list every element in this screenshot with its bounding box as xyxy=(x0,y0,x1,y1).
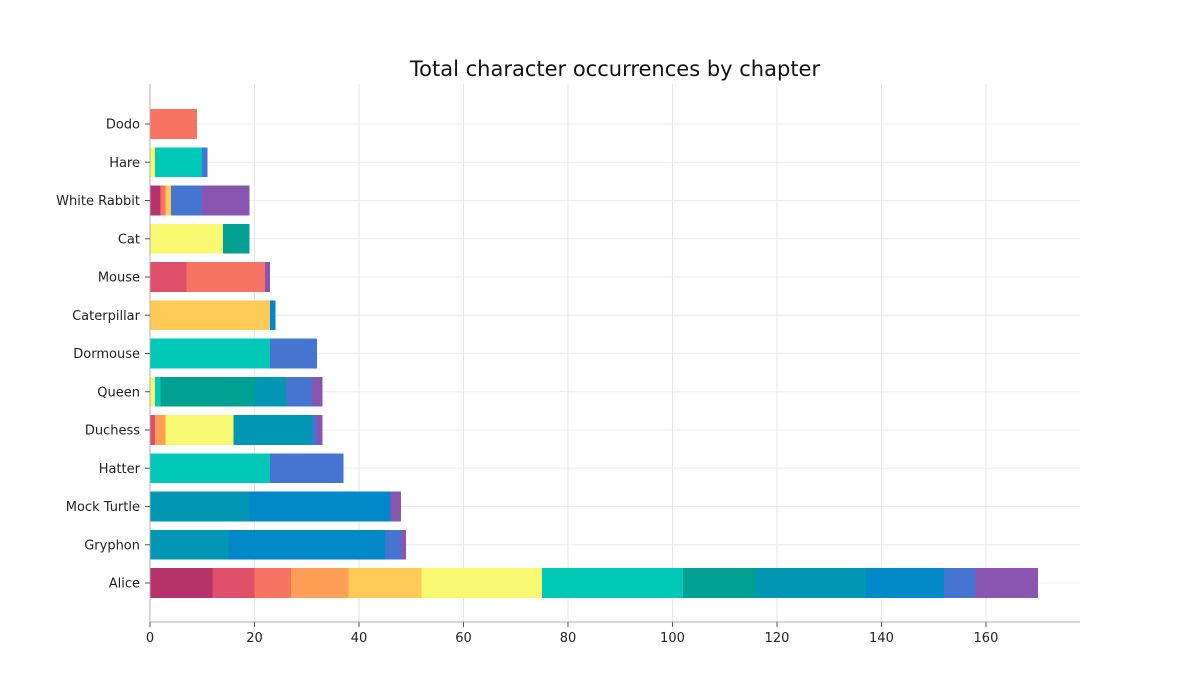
bar-segment-queen-6 xyxy=(150,376,156,407)
x-tick-label-6: 120 xyxy=(765,631,790,646)
bar-segment-gryphon-12 xyxy=(400,529,407,560)
x-tick-label-8: 160 xyxy=(974,631,999,646)
y-tick-label-cat: Cat xyxy=(118,232,140,247)
bar-segment-hare-7 xyxy=(155,147,203,178)
y-axis-ticks: Alice Gryphon Mock Turtle Hatter Duchess Quee… xyxy=(56,118,150,592)
bars xyxy=(150,109,1039,598)
bar-segment-queen-9 xyxy=(254,376,286,407)
bar-segment-gryphon-10 xyxy=(228,529,386,560)
bar-segment-queen-12 xyxy=(311,376,323,407)
y-tick-label-white-rabbit: White Rabbit xyxy=(56,194,140,209)
bar-segment-mouse-3 xyxy=(186,262,265,292)
bar-segment-alice-7 xyxy=(541,568,683,598)
bar-segment-hatter-7 xyxy=(150,453,271,484)
y-tick-label-hare: Hare xyxy=(109,156,140,171)
bar-segment-mouse-2 xyxy=(150,262,187,292)
bar-segment-duchess-9 xyxy=(233,415,312,445)
y-tick-label-dormouse: Dormouse xyxy=(73,347,140,362)
y-tick-label-hatter: Hatter xyxy=(99,462,141,477)
bar-segment-dormouse-7 xyxy=(150,338,271,369)
x-tick-label-2: 40 xyxy=(351,631,368,646)
bar-segment-alice-6 xyxy=(421,568,542,598)
bar-segment-queen-11 xyxy=(285,376,312,407)
bar-segment-caterpillar-10 xyxy=(270,300,276,331)
x-tick-label-4: 80 xyxy=(560,631,577,646)
bar-segment-duchess-6 xyxy=(165,415,234,445)
x-tick-label-1: 20 xyxy=(246,631,263,646)
bar-segment-white-rabbit-3 xyxy=(160,185,166,216)
chart-title: Total character occurrences by chapter xyxy=(409,57,821,81)
x-tick-label-5: 100 xyxy=(660,631,685,646)
bar-segment-gryphon-9 xyxy=(150,529,229,560)
bar-segment-caterpillar-5 xyxy=(150,300,271,331)
y-tick-label-caterpillar: Caterpillar xyxy=(72,309,141,324)
bar-segment-alice-2 xyxy=(212,568,255,598)
bar-segment-alice-4 xyxy=(291,568,349,598)
bar-segment-queen-8 xyxy=(160,376,255,407)
bar-segment-white-rabbit-1 xyxy=(150,185,161,216)
bar-segment-dormouse-11 xyxy=(270,338,318,369)
y-tick-label-mock-turtle: Mock Turtle xyxy=(66,500,140,515)
y-tick-label-dodo: Dodo xyxy=(106,118,140,133)
bar-segment-white-rabbit-5 xyxy=(165,185,171,216)
bar-segment-duchess-4 xyxy=(155,415,166,445)
bar-segment-hatter-11 xyxy=(270,453,344,484)
x-tick-label-7: 140 xyxy=(869,631,894,646)
bar-segment-cat-6 xyxy=(150,223,224,254)
y-tick-label-alice: Alice xyxy=(109,577,140,592)
bar-segment-alice-1 xyxy=(150,568,213,598)
bar-segment-alice-5 xyxy=(348,568,422,598)
bar-segment-alice-9 xyxy=(756,568,866,598)
bar-segment-alice-10 xyxy=(865,568,945,598)
y-tick-label-gryphon: Gryphon xyxy=(84,538,140,553)
bar-segment-mock-turtle-10 xyxy=(249,491,391,522)
bar-segment-alice-11 xyxy=(944,568,976,598)
x-axis-ticks: 0 20 40 60 80 100 120 140 160 xyxy=(146,622,999,646)
y-tick-label-duchess: Duchess xyxy=(85,424,140,439)
bar-segment-gryphon-11 xyxy=(385,529,401,560)
bar-segment-hare-11 xyxy=(202,147,208,178)
bar-segment-alice-12 xyxy=(975,568,1039,598)
bar-segment-hare-6 xyxy=(150,147,156,178)
bar-segment-duchess-2 xyxy=(150,415,156,445)
bar-segment-white-rabbit-12 xyxy=(202,185,250,216)
x-tick-label-3: 60 xyxy=(455,631,472,646)
x-tick-label-0: 0 xyxy=(146,631,154,646)
y-tick-label-mouse: Mouse xyxy=(98,271,140,286)
bar-segment-mouse-12 xyxy=(264,262,271,292)
y-tick-label-queen: Queen xyxy=(97,385,140,400)
bar-segment-alice-3 xyxy=(254,568,292,598)
bar-segment-mock-turtle-12 xyxy=(390,491,401,522)
bar-segment-dodo-3 xyxy=(150,109,198,139)
bar-segment-alice-8 xyxy=(682,568,757,598)
bar-segment-white-rabbit-11 xyxy=(170,185,203,216)
bar-segment-queen-7 xyxy=(155,376,161,407)
bar-segment-duchess-12 xyxy=(317,415,323,445)
bar-segment-duchess-11 xyxy=(311,415,318,445)
bar-segment-cat-8 xyxy=(223,223,250,254)
bar-segment-mock-turtle-9 xyxy=(150,491,250,522)
